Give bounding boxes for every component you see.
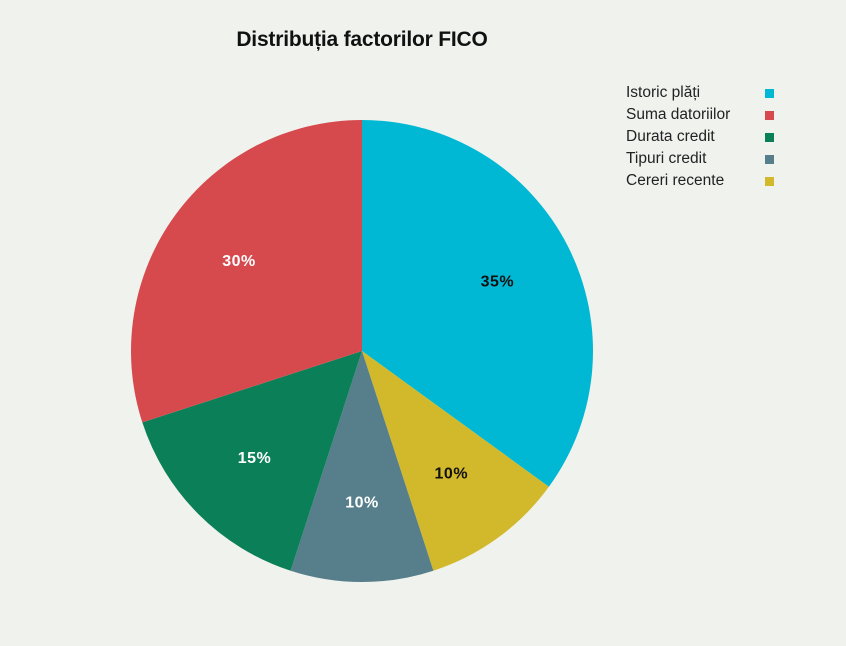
slice-label: 15%: [238, 450, 272, 467]
legend-label: Istoric plăți: [626, 84, 701, 101]
legend-label: Cereri recente: [626, 172, 725, 189]
slice-label: 10%: [435, 466, 469, 483]
pie-slice-durata-credit[interactable]: [142, 351, 362, 571]
legend-swatch: [765, 177, 774, 186]
legend-item-tipuri-credit[interactable]: Tipuri credit: [626, 148, 786, 170]
slice-label: 35%: [481, 274, 515, 291]
legend-swatch: [765, 111, 774, 120]
legend-item-cereri-recente[interactable]: Cereri recente: [626, 170, 786, 192]
pie-slice-suma-datoriilor[interactable]: [131, 120, 362, 423]
chart-title: Distribuția factorilor FICO: [236, 28, 488, 51]
pie-slice-istoric-plăți[interactable]: [362, 120, 593, 487]
legend-label: Durata credit: [626, 128, 715, 145]
pie-slice-tipuri-credit[interactable]: [290, 351, 434, 582]
legend-label: Suma datoriilor: [626, 106, 731, 123]
legend-item-suma-datoriilor[interactable]: Suma datoriilor: [626, 104, 786, 126]
pie-slices: [131, 120, 593, 582]
legend-swatch: [765, 89, 774, 98]
slice-label: 30%: [222, 253, 256, 270]
pie-slice-cereri-recente[interactable]: [362, 351, 549, 571]
legend: Istoric plăți Suma datoriilor Durata cre…: [626, 82, 786, 192]
legend-label: Tipuri credit: [626, 150, 707, 167]
legend-item-istoric-plati[interactable]: Istoric plăți: [626, 82, 786, 104]
pie-slice-labels: 35% 10% 10% 15% 30%: [222, 253, 515, 512]
legend-swatch: [765, 155, 774, 164]
legend-swatch: [765, 133, 774, 142]
slice-label: 10%: [345, 495, 379, 512]
legend-item-durata-credit[interactable]: Durata credit: [626, 126, 786, 148]
